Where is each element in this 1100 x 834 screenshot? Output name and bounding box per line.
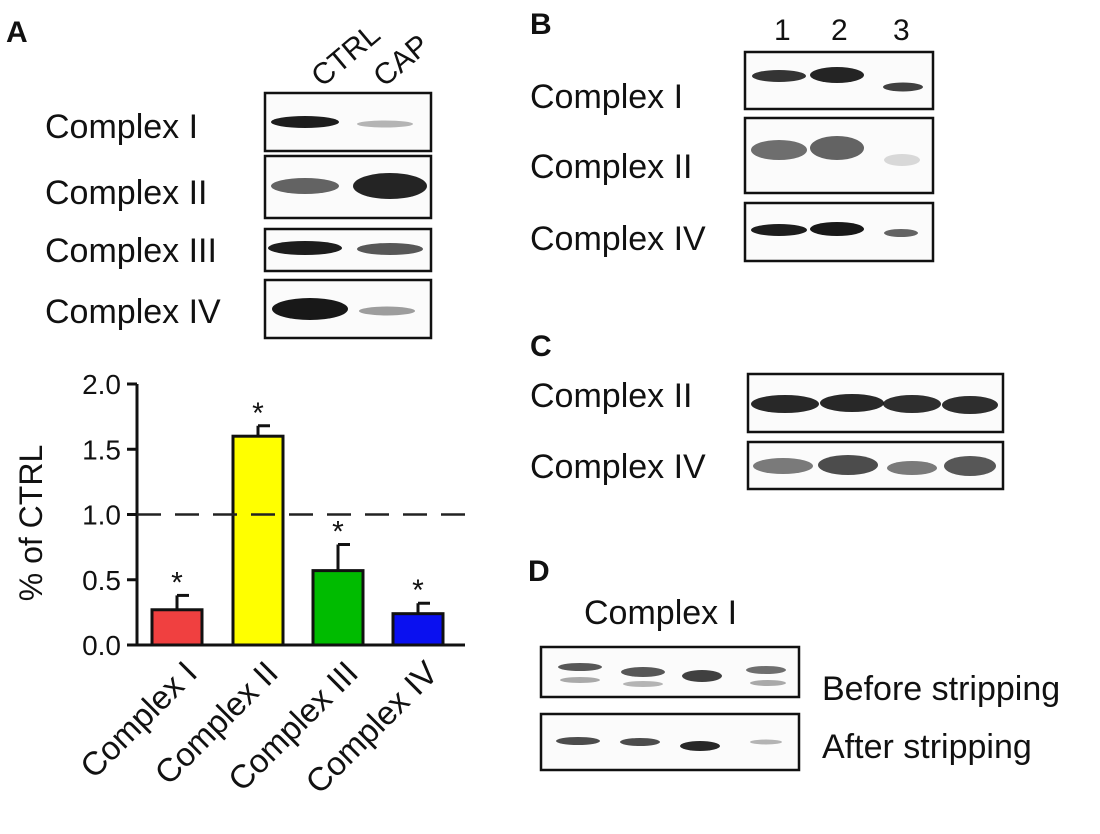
panel-b-letter: B bbox=[530, 8, 552, 41]
significance-mark: * bbox=[252, 397, 264, 430]
panel-a-blot-complex-2 bbox=[263, 154, 433, 220]
panel-d-letter: D bbox=[528, 555, 550, 588]
panel-c-row-label-complex-2: Complex II bbox=[530, 377, 693, 415]
bar bbox=[231, 434, 285, 647]
panel-a-blot-complex-1 bbox=[263, 91, 433, 153]
lane-label-1: 1 bbox=[774, 14, 791, 47]
panel-d-row-label-before: Before stripping bbox=[822, 670, 1060, 708]
bar bbox=[150, 608, 204, 647]
panel-b-blot-complex-2 bbox=[743, 116, 935, 195]
significance-marks: * * * * bbox=[171, 397, 424, 607]
significance-mark: * bbox=[412, 574, 424, 607]
error-bars bbox=[175, 424, 430, 614]
y-axis-ticks: 0.0 0.5 1.0 1.5 2.0 bbox=[82, 369, 137, 661]
lane-label-2: 2 bbox=[831, 14, 848, 47]
panel-a-row-label-complex-3: Complex III bbox=[45, 232, 217, 270]
bar bbox=[391, 612, 445, 647]
panel-b-row-label-complex-2: Complex II bbox=[530, 148, 693, 186]
panel-d-row-label-after: After stripping bbox=[822, 728, 1032, 766]
significance-mark: * bbox=[332, 516, 344, 549]
panel-a-row-label-complex-1: Complex I bbox=[45, 108, 198, 146]
panel-d-title: Complex I bbox=[584, 594, 737, 632]
panel-b-row-label-complex-4: Complex IV bbox=[530, 220, 706, 258]
panel-a-blot-complex-3 bbox=[263, 227, 433, 273]
y-tick-label: 1.5 bbox=[82, 434, 121, 465]
panel-c-blot-complex-2 bbox=[746, 372, 1005, 434]
y-tick-label: 2.0 bbox=[82, 369, 121, 400]
panel-c-letter: C bbox=[530, 330, 552, 363]
lane-label-ctrl: CTRL bbox=[305, 18, 386, 94]
panel-d-blot-after-stripping bbox=[539, 712, 801, 772]
bar-chart: % of CTRL 0.0 0.5 1.0 1.5 2.0 * * * * Complex I… bbox=[13, 369, 465, 801]
panel-b-blot-complex-1 bbox=[743, 50, 935, 111]
y-axis-title: % of CTRL bbox=[13, 445, 49, 601]
lane-label-3: 3 bbox=[893, 14, 910, 47]
panel-a-row-label-complex-4: Complex IV bbox=[45, 293, 221, 331]
y-tick-label: 0.5 bbox=[82, 565, 121, 596]
panel-a-row-label-complex-2: Complex II bbox=[45, 174, 208, 212]
panel-b-row-label-complex-1: Complex I bbox=[530, 78, 683, 116]
panel-a-letter: A bbox=[6, 16, 28, 49]
panel-c-row-label-complex-4: Complex IV bbox=[530, 448, 706, 486]
panel-b-blot-complex-4 bbox=[743, 201, 935, 263]
y-tick-label: 1.0 bbox=[82, 500, 121, 531]
bars bbox=[150, 434, 445, 647]
panel-d-blot-before-stripping bbox=[539, 645, 801, 699]
panel-c-blot-complex-4 bbox=[746, 440, 1005, 491]
significance-mark: * bbox=[171, 566, 183, 599]
panel-a-blot-complex-4 bbox=[263, 278, 433, 340]
y-tick-label: 0.0 bbox=[82, 630, 121, 661]
bar bbox=[311, 569, 365, 647]
